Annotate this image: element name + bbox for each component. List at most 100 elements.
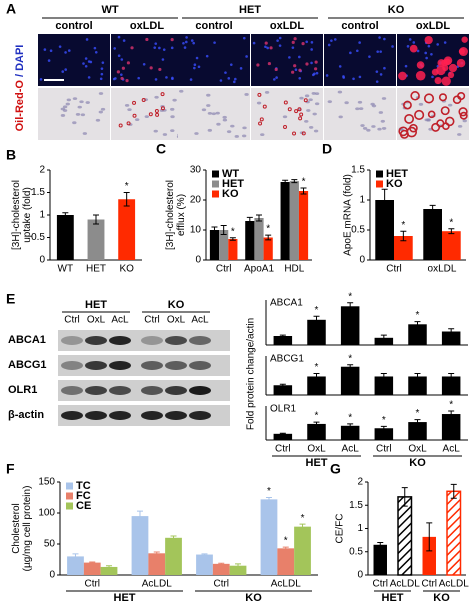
bar	[280, 182, 290, 260]
lipid-spot	[293, 64, 297, 68]
error-bar	[347, 423, 354, 429]
nucleus	[245, 55, 248, 58]
group-label: KO	[245, 592, 262, 604]
nucleus	[383, 66, 386, 70]
cell	[366, 128, 371, 132]
lipid-spot	[121, 66, 125, 70]
lipid-cell	[258, 121, 263, 126]
lipid-spot	[442, 64, 449, 72]
lipid-cell	[299, 112, 304, 117]
group-label: KO	[409, 457, 426, 469]
lane-label: Ctrl	[64, 315, 80, 326]
cell	[154, 95, 159, 99]
lipid-cell	[132, 113, 137, 118]
nucleus	[288, 56, 291, 59]
cell	[357, 100, 363, 104]
bar	[294, 526, 311, 575]
lipid-cell	[259, 117, 264, 122]
bar	[229, 565, 247, 575]
nucleus	[425, 56, 428, 60]
bar	[118, 199, 136, 260]
y-axis-label: uptake (fold)	[22, 187, 33, 243]
blot-band	[141, 411, 163, 420]
cell	[216, 122, 221, 126]
blot-band	[109, 336, 131, 345]
y-tick-label: 2	[357, 477, 363, 488]
error-bar	[347, 364, 354, 370]
cell	[327, 100, 333, 104]
cell	[65, 102, 70, 106]
bar	[56, 215, 74, 260]
error-bar	[380, 334, 387, 341]
significance: *	[449, 217, 453, 228]
cell	[206, 104, 211, 107]
bar	[446, 490, 462, 576]
blot-band	[85, 411, 107, 420]
y-tick-label: 0	[49, 570, 55, 581]
cell	[206, 93, 211, 97]
cell	[234, 135, 239, 138]
nucleus	[122, 39, 126, 42]
y-tick-label: 0.5	[351, 225, 365, 236]
nucleus	[424, 51, 427, 55]
cell	[447, 103, 453, 107]
bar	[408, 324, 427, 345]
x-tick-label: WT	[58, 264, 74, 275]
y-axis-label: CE/FC	[335, 514, 346, 544]
nucleus	[120, 73, 123, 76]
blot-group: HET	[85, 299, 107, 311]
lipid-spot	[256, 63, 260, 67]
cell	[72, 97, 78, 101]
cell	[371, 104, 377, 108]
cell	[222, 118, 228, 122]
cell	[457, 124, 463, 128]
cell	[378, 111, 384, 114]
cell	[308, 125, 314, 129]
lipid-spot	[130, 46, 134, 50]
lipid-cell	[294, 109, 299, 114]
lipid-cell	[160, 106, 165, 111]
y-axis-label: (µg/mg cell protein)	[22, 486, 33, 572]
nucleus	[93, 46, 97, 50]
cell	[98, 92, 104, 95]
cell	[360, 124, 365, 127]
lipid-spot	[398, 71, 407, 81]
nucleus	[165, 76, 168, 79]
bar	[148, 553, 166, 575]
error-bar	[229, 237, 236, 241]
significance: *	[416, 408, 420, 419]
lipid-cell	[445, 116, 455, 127]
legend-label: KO	[386, 178, 403, 190]
bar	[273, 385, 293, 395]
x-tick-label: AcLDL	[439, 579, 469, 590]
legend-label: CE	[76, 500, 91, 512]
x-tick-label: Ctrl	[376, 444, 392, 455]
significance: *	[267, 486, 271, 497]
nucleus	[379, 73, 383, 76]
bar	[273, 336, 293, 345]
cell	[355, 107, 360, 111]
nucleus	[193, 63, 197, 67]
error-bar	[347, 302, 354, 311]
bar	[67, 556, 84, 575]
nucleus	[47, 59, 51, 62]
nucleus	[190, 39, 194, 42]
error-bar	[448, 410, 455, 418]
blot-band	[165, 336, 187, 345]
lane-label: OxL	[87, 315, 106, 326]
cell	[256, 101, 262, 105]
error-bar	[282, 546, 289, 551]
significance: *	[401, 220, 405, 231]
nucleus	[61, 70, 65, 73]
bar	[131, 516, 149, 575]
lipid-cell	[398, 126, 409, 137]
error-bar	[235, 563, 242, 569]
nucleus	[325, 74, 329, 77]
error-bar	[170, 535, 177, 541]
brightfield-image	[38, 88, 110, 140]
x-tick-label: Ctrl	[372, 579, 388, 590]
blot-band	[109, 386, 131, 395]
cell	[134, 118, 140, 121]
legend-swatch	[376, 180, 383, 188]
cell	[170, 107, 175, 111]
